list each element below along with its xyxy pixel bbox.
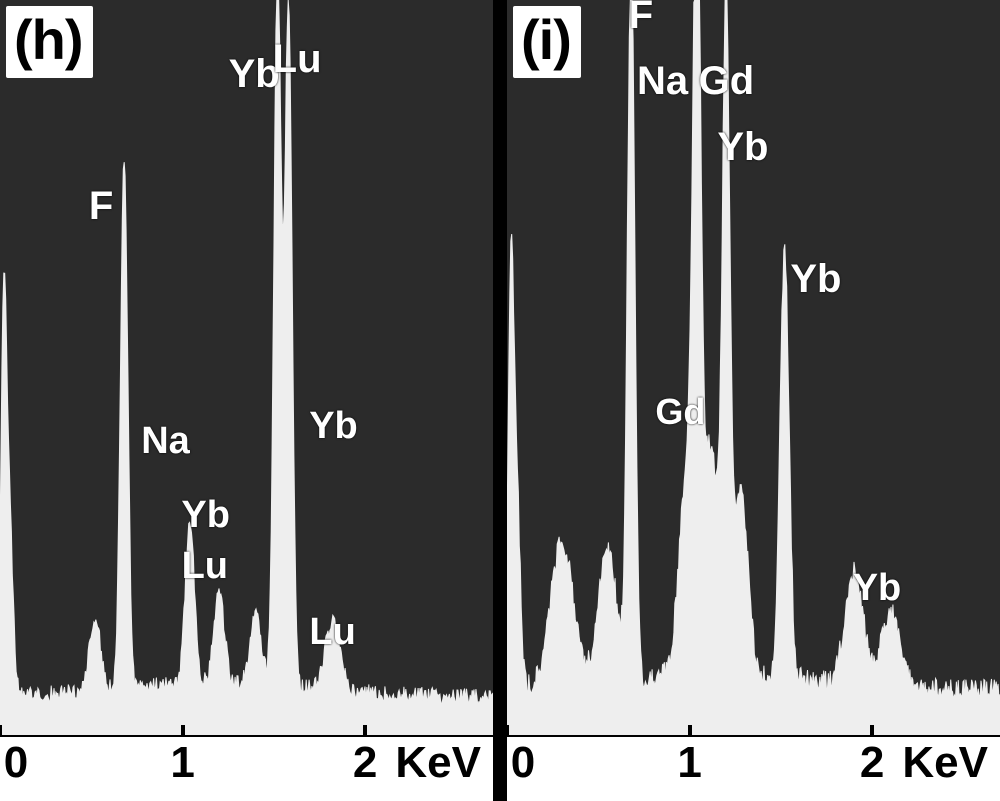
x-tick-label: 1 <box>677 741 701 785</box>
peak-label: Yb <box>790 259 841 299</box>
peak-label: F <box>89 186 113 226</box>
plot-area: (h) FNaYbLuYbLuYbLu <box>0 0 493 735</box>
x-tick-label: 2 <box>860 741 884 785</box>
peak-label: Na <box>637 61 688 101</box>
peak-label: Yb <box>309 407 358 445</box>
x-axis: KeV 0 1 2 <box>0 735 493 801</box>
peak-label: F <box>629 0 653 35</box>
eds-figure: (h) F Na Yb Lu Yb Lu Yb Lu KeV 0 1 2 (i) F Na Gd Yb G… <box>0 0 1000 801</box>
peak-label: Lu <box>182 547 228 585</box>
peak-label: Yb <box>717 127 768 167</box>
spectrum-svg <box>0 0 493 735</box>
peak-label: Na <box>141 422 190 460</box>
panel-divider <box>493 0 507 801</box>
x-tick <box>181 725 185 737</box>
x-axis: KeV 0 1 2 <box>507 735 1000 801</box>
x-tick <box>870 725 874 737</box>
x-tick <box>688 725 692 737</box>
peak-label: Yb <box>181 496 230 534</box>
peak-label: Lu <box>273 39 322 79</box>
eds-panel-h: (h) FNaYbLuYbLuYbLu KeV 012 <box>0 0 493 801</box>
x-tick <box>505 725 509 737</box>
peak-label: Gd <box>699 61 755 101</box>
x-tick <box>363 725 367 737</box>
panel-badge: (h) <box>6 6 93 78</box>
plot-area: (i) F Na Gd Yb Gd Yb Yb <box>507 0 1000 735</box>
x-axis-unit: KeV <box>902 741 988 785</box>
panel-badge: (i) <box>513 6 581 78</box>
peak-label: Lu <box>309 613 355 651</box>
spectrum-svg <box>507 0 1000 735</box>
x-axis-unit: KeV <box>395 741 481 785</box>
peak-label: Yb <box>853 569 902 607</box>
x-tick-label: 1 <box>170 741 194 785</box>
x-tick <box>0 725 2 737</box>
peak-label: Gd <box>655 394 705 430</box>
x-tick-label: 0 <box>511 741 535 785</box>
x-tick-label: 0 <box>4 741 28 785</box>
eds-panel-i: (i) F Na Gd Yb Gd Yb Yb KeV 0 1 2 <box>507 0 1000 801</box>
x-tick-label: 2 <box>353 741 377 785</box>
